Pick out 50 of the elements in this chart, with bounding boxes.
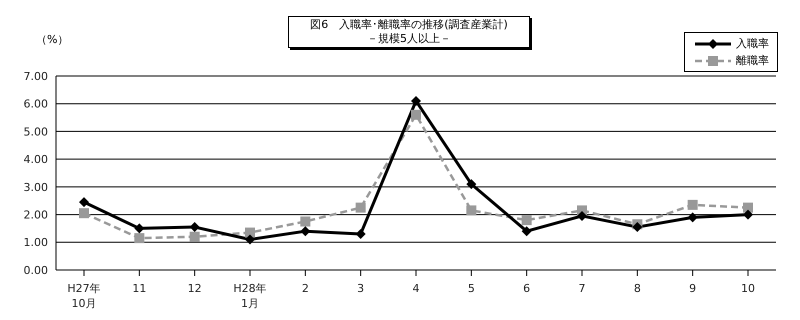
point: [632, 222, 642, 232]
y-tick-label: 7.00: [24, 70, 48, 83]
point: [245, 228, 255, 238]
x-tick-label: 4: [412, 282, 420, 295]
point: [411, 96, 421, 106]
point: [190, 222, 200, 232]
y-tick-label: 5.00: [24, 125, 48, 138]
point: [466, 205, 476, 216]
point: [411, 110, 421, 120]
x-tick-label: H28年 1月: [233, 282, 267, 310]
point: [356, 228, 366, 239]
point: [577, 210, 587, 221]
legend-label: 入職率: [736, 36, 769, 51]
point: [688, 212, 698, 222]
point: [300, 216, 310, 226]
x-tick-label: 7: [578, 282, 586, 295]
point: [79, 208, 89, 218]
chart-subtitle: －規模5人以上－: [366, 32, 452, 46]
point: [688, 200, 698, 210]
legend-label: 離職率: [736, 53, 769, 68]
point: [134, 233, 144, 244]
x-tick-label: 3: [357, 282, 364, 295]
y-tick-label: 3.00: [24, 180, 48, 194]
point: [356, 202, 366, 213]
point: [743, 210, 753, 220]
y-axis-title: （%）: [36, 32, 68, 47]
y-tick-label: 6.00: [24, 98, 48, 111]
chart-title: 図6 入職率･離職率の推移(調査産業計): [309, 18, 509, 32]
point: [743, 202, 753, 213]
x-tick-label: 12: [188, 282, 202, 295]
point: [522, 215, 532, 226]
y-tick-label: 0.00: [24, 264, 48, 277]
y-tick-label: 2.00: [24, 208, 48, 222]
x-tick-label: 5: [468, 282, 475, 295]
point: [522, 226, 532, 236]
x-tick-label: 10: [741, 282, 755, 295]
x-tick-label: 8: [634, 282, 641, 295]
point: [79, 197, 89, 208]
point: [134, 223, 144, 234]
point: [190, 232, 200, 242]
point: [245, 234, 255, 245]
x-tick-label: H27年 10月: [67, 282, 101, 310]
x-tick-label: 11: [132, 282, 146, 295]
point: [466, 179, 476, 190]
x-tick-label: 6: [523, 282, 530, 295]
x-tick-label: 2: [302, 282, 309, 295]
y-tick-label: 1.00: [24, 236, 48, 250]
x-tick-label: 9: [689, 282, 696, 295]
y-tick-label: 4.00: [24, 153, 48, 166]
point: [300, 226, 310, 236]
